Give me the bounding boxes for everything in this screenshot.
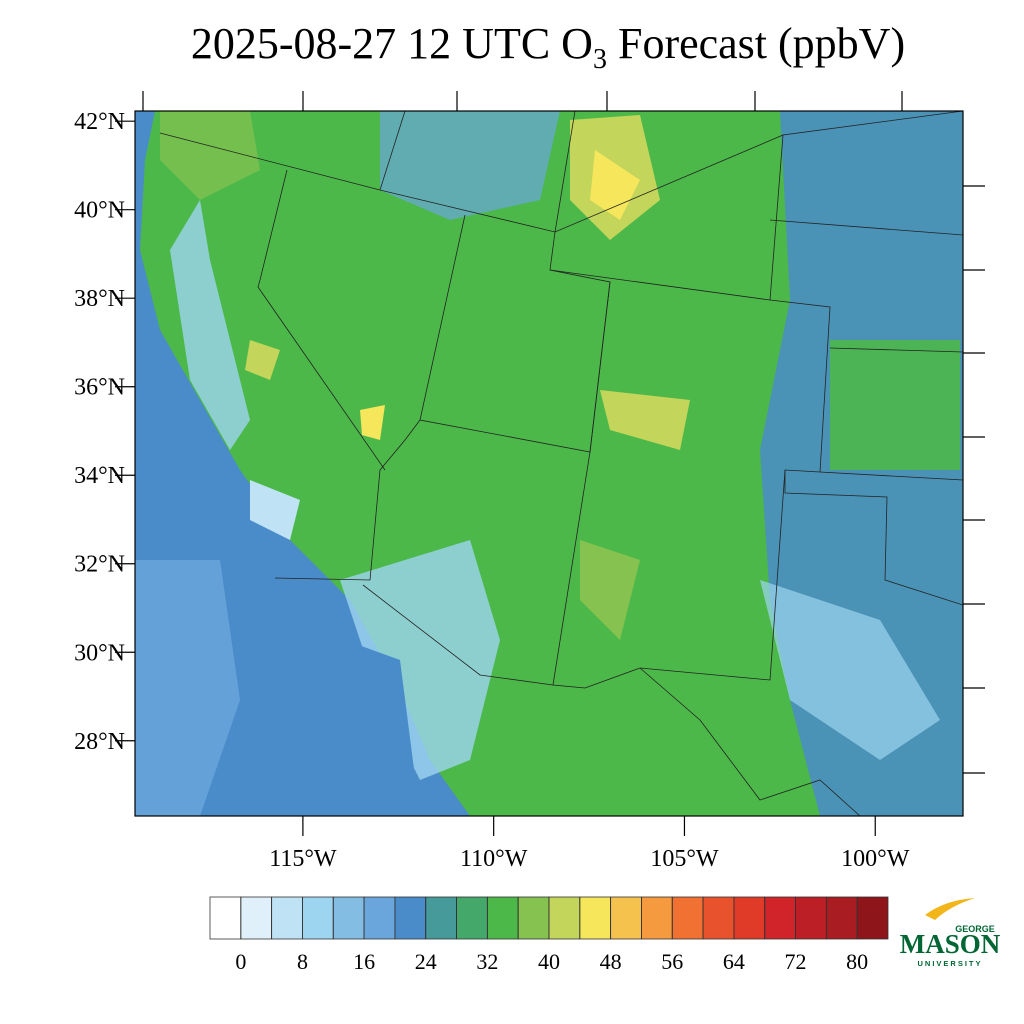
sierra-high	[245, 340, 280, 380]
colorbar-box	[456, 896, 488, 940]
colorbar-label: 48	[600, 949, 622, 974]
colorbar-box	[363, 896, 396, 940]
y-tick-label: 34°N	[74, 463, 125, 489]
texas-low	[760, 580, 940, 760]
x-tick-label: 115°W	[269, 846, 337, 872]
central-valley	[170, 200, 250, 450]
logo-main: MASON	[900, 929, 1001, 959]
la-low	[250, 480, 300, 540]
y-tick-label: 36°N	[74, 375, 125, 401]
logo: GEORGE MASON UNIVERSITY	[900, 898, 1001, 968]
colorbar-box	[271, 896, 303, 940]
title-subscript: 3	[593, 44, 607, 75]
colorbar-label: 56	[661, 949, 683, 974]
colorbar-box	[302, 896, 334, 940]
frame-ticks	[142, 91, 985, 774]
colorbar-label: 32	[476, 949, 498, 974]
colorbar-box	[579, 896, 612, 940]
y-tick-label: 42°N	[74, 109, 125, 135]
land	[140, 111, 963, 816]
colorbar-box	[795, 896, 827, 940]
gulf-of-california	[345, 640, 420, 816]
colorbar-label: 0	[235, 949, 246, 974]
colorbar-box	[671, 896, 704, 940]
pacific-low	[135, 560, 240, 816]
title-text: 2025-08-27 12 UTC O	[191, 19, 593, 68]
colorbar-box	[240, 896, 273, 940]
colorbar-box	[332, 896, 365, 940]
colorbar-box	[610, 896, 642, 940]
colorbar-box	[641, 896, 673, 940]
colorbar-box	[548, 896, 581, 940]
y-tick-label: 38°N	[74, 286, 125, 312]
oregon-high	[160, 111, 260, 200]
title-text: Forecast (ppbV)	[607, 19, 905, 68]
colorbar-box	[825, 896, 858, 940]
x-tick-label: 110°W	[460, 846, 528, 872]
colorbar-box	[209, 896, 242, 940]
colorbar-label: 8	[297, 949, 308, 974]
logo-bottom: UNIVERSITY	[917, 959, 982, 968]
colorbar-box	[486, 896, 519, 940]
y-tick-label: 32°N	[74, 552, 125, 578]
plains-green	[830, 340, 960, 470]
logo-swoosh	[925, 898, 975, 920]
wyoming-peak	[590, 150, 640, 220]
colorbar-box	[425, 896, 457, 940]
logo-top: GEORGE	[955, 924, 995, 934]
vegas-high	[360, 405, 385, 440]
x-tick-label: 105°W	[650, 846, 719, 872]
colorbar-label: 72	[785, 949, 807, 974]
colorbar-label: 64	[723, 949, 745, 974]
y-tick-label: 28°N	[74, 729, 125, 755]
colorbar-box	[733, 896, 766, 940]
colorbar-box	[702, 896, 735, 940]
nm-high	[600, 390, 690, 450]
colorbar-label: 24	[415, 949, 437, 974]
colorbar-box	[856, 896, 889, 940]
map-frame	[134, 110, 964, 817]
map-field	[134, 91, 985, 817]
idaho-low	[380, 111, 560, 220]
chihuahua-high	[580, 540, 640, 640]
colorbar-box	[517, 896, 550, 940]
colorbar-box	[764, 896, 796, 940]
state-borders	[159, 111, 963, 816]
y-tick-label: 40°N	[74, 198, 125, 224]
title: 2025-08-27 12 UTC O3 Forecast (ppbV)	[191, 19, 905, 75]
colorbar-label: 80	[846, 949, 868, 974]
colorbar-box	[394, 896, 427, 940]
y-tick-label: 30°N	[74, 640, 125, 666]
colorbar-label: 40	[538, 949, 560, 974]
sonora-low	[340, 540, 500, 780]
colorbar-label: 16	[353, 949, 375, 974]
x-tick-label: 100°W	[841, 846, 910, 872]
